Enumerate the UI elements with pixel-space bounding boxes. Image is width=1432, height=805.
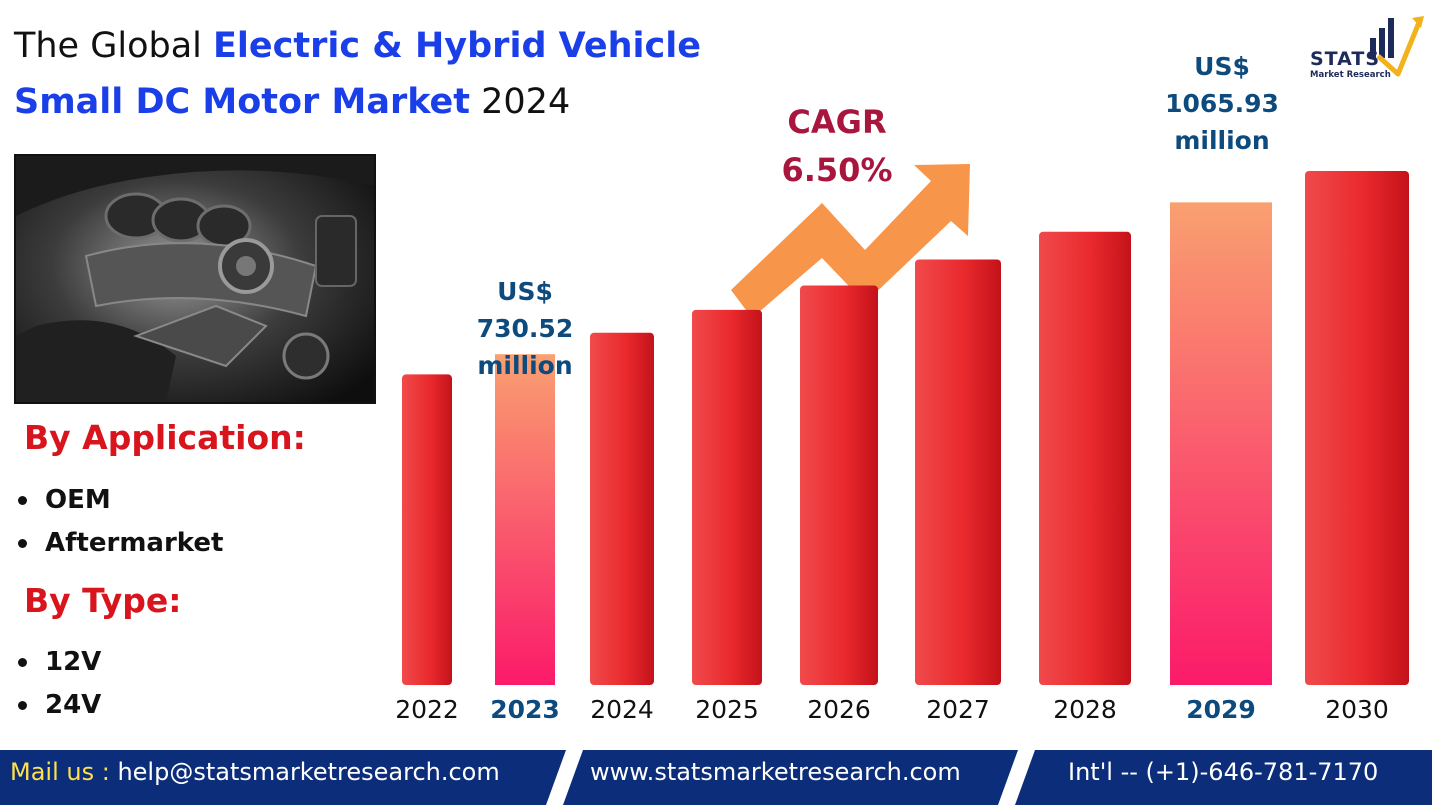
list-item: 24V xyxy=(18,684,101,727)
value-label-amount: 730.52 xyxy=(476,314,574,343)
list-item: OEM xyxy=(18,479,223,522)
x-tick-label-2025: 2025 xyxy=(695,695,759,724)
list-item: Aftermarket xyxy=(18,522,223,565)
bar-2023 xyxy=(495,354,555,685)
engine-illustration xyxy=(16,156,374,402)
title-highlight-line2: Small DC Motor Market xyxy=(14,82,471,122)
cagr-label: CAGR xyxy=(787,103,887,141)
x-tick-label-2030: 2030 xyxy=(1325,695,1389,724)
x-tick-label-2028: 2028 xyxy=(1053,695,1117,724)
x-tick-label-2027: 2027 xyxy=(926,695,990,724)
x-tick-label-2022: 2022 xyxy=(395,695,459,724)
bar-2024 xyxy=(590,332,654,685)
title-suffix: 2024 xyxy=(470,82,571,122)
x-tick-label-2026: 2026 xyxy=(807,695,871,724)
engine-photo xyxy=(14,154,376,404)
value-label-unit: million xyxy=(1174,126,1270,155)
footer-mail-label: Mail us : xyxy=(10,758,110,786)
footer-website-link[interactable]: www.statsmarketresearch.com xyxy=(590,758,961,786)
footer-mail-panel xyxy=(0,750,566,805)
footer-phone[interactable]: Int'l -- (+1)-646-781-7170 xyxy=(1068,758,1379,786)
bar-2026 xyxy=(800,285,878,685)
bar-2025 xyxy=(692,309,762,685)
x-tick-label-2024: 2024 xyxy=(590,695,654,724)
page-title: The Global Electric & Hybrid Vehicle Smal… xyxy=(14,18,774,130)
footer-mail[interactable]: Mail us : help@statsmarketresearch.com xyxy=(10,758,500,786)
value-label-currency: US$ xyxy=(1194,52,1250,81)
value-label-unit: million xyxy=(477,351,573,380)
logo-wordmark: STATS xyxy=(1310,48,1381,70)
x-tick-label-2023: 2023 xyxy=(490,695,560,724)
logo-bars-icon xyxy=(1370,16,1424,77)
x-tick-label-2029: 2029 xyxy=(1186,695,1256,724)
bar-2022 xyxy=(402,374,452,685)
footer-mail-link[interactable]: help@statsmarketresearch.com xyxy=(109,758,500,786)
bar-2030 xyxy=(1305,171,1409,685)
application-heading: By Application: xyxy=(24,418,306,457)
cagr-callout: CAGR 6.50% xyxy=(752,98,922,194)
type-heading: By Type: xyxy=(24,581,182,620)
footer-bar xyxy=(0,750,1432,805)
cagr-value: 6.50% xyxy=(781,151,893,189)
footer-phone-panel xyxy=(1015,750,1432,805)
logo-tagline: Market Research xyxy=(1310,70,1391,80)
title-highlight-line1: Electric & Hybrid Vehicle xyxy=(213,26,701,66)
application-list: OEM Aftermarket xyxy=(18,479,223,565)
footer-web-panel xyxy=(563,750,1018,805)
bar-2029 xyxy=(1170,202,1272,685)
value-label-currency: US$ xyxy=(497,277,553,306)
value-label-2029: US$ 1065.93 million xyxy=(1152,48,1292,159)
value-label-amount: 1065.93 xyxy=(1165,89,1279,118)
list-item: 12V xyxy=(18,641,101,684)
title-prefix: The Global xyxy=(14,26,213,66)
bar-2027 xyxy=(915,259,1001,685)
bar-2028 xyxy=(1039,231,1131,685)
type-list: 12V 24V xyxy=(18,641,101,727)
value-label-2023: US$ 730.52 million xyxy=(458,273,592,384)
stats-logo: STATS Market Research xyxy=(1300,12,1424,84)
